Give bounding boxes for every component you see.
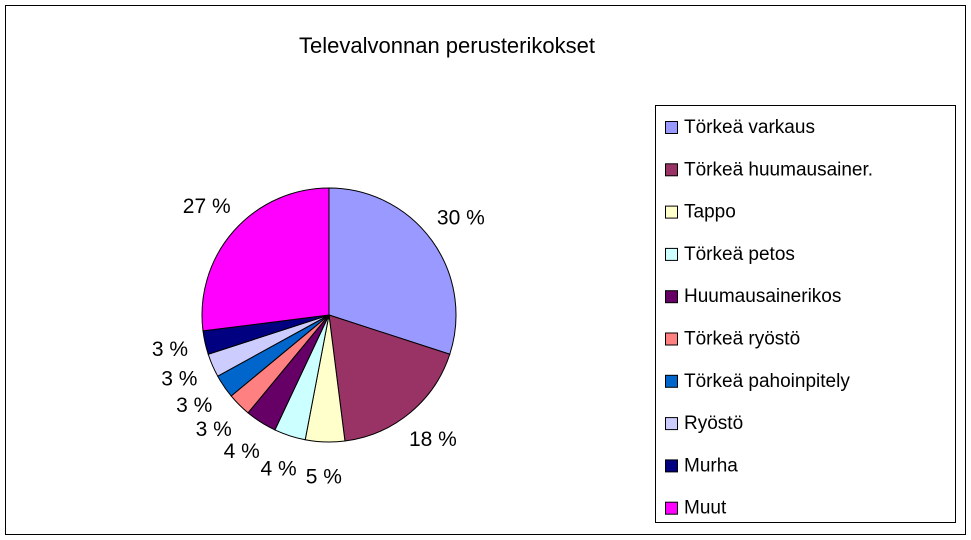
legend-label: Törkeä ryöstö: [684, 329, 800, 350]
legend-swatch: [665, 163, 678, 177]
legend-label: Törkeä pahoinpitely: [684, 371, 850, 392]
pie-slice: [328, 187, 457, 355]
legend-swatch: [665, 290, 678, 304]
legend-label: Murha: [684, 455, 738, 476]
legend-swatch: [665, 501, 678, 515]
legend-swatch: [665, 332, 678, 346]
legend-label: Tappo: [684, 202, 736, 223]
legend-label: Törkeä petos: [684, 244, 795, 265]
data-label: 4 %: [261, 458, 297, 481]
legend-swatch: [665, 374, 678, 388]
legend-label: Törkeä varkaus: [684, 117, 815, 138]
pie-slice: [201, 187, 330, 332]
data-label: 30 %: [437, 207, 485, 230]
legend-label: Ryöstö: [684, 413, 743, 434]
legend-swatch: [665, 459, 678, 473]
chart-title: Televalvonnan perusterikokset: [299, 33, 595, 58]
legend-swatch: [665, 205, 678, 219]
pie-slice: [328, 314, 451, 442]
data-label: 27 %: [183, 195, 231, 218]
legend-swatch: [665, 417, 678, 431]
data-label: 18 %: [409, 428, 457, 451]
legend-box: [655, 105, 956, 523]
legend-swatch: [665, 121, 678, 134]
data-label: 3 %: [176, 394, 212, 417]
legend-label: Huumausainerikos: [684, 286, 841, 307]
data-label: 5 %: [306, 465, 342, 488]
data-label: 4 %: [224, 440, 260, 463]
data-label: 3 %: [152, 338, 188, 361]
legend-label: Muut: [684, 498, 727, 519]
data-label: 3 %: [196, 418, 232, 441]
legend-swatch: [665, 247, 678, 261]
data-label: 3 %: [161, 367, 197, 390]
legend-label: Törkeä huumausainer.: [684, 159, 873, 180]
